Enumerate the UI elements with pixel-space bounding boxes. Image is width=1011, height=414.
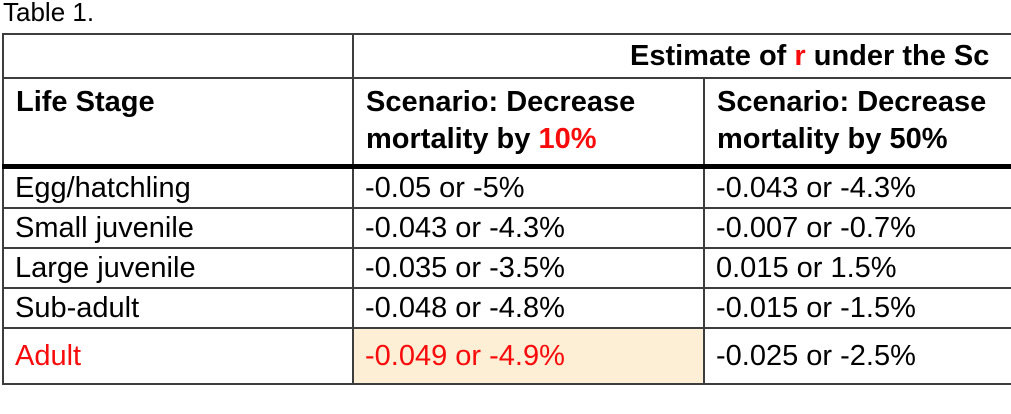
column-header-scenario-10: Scenario: Decrease mortality by 10% xyxy=(352,77,705,169)
life-stage-cell: Large juvenile xyxy=(2,247,354,289)
scenario-50-line2-prefix: mortality by xyxy=(717,123,890,155)
column-header-row: Life Stage Scenario: Decrease mortality … xyxy=(2,77,1011,169)
empty-header-cell xyxy=(2,33,354,79)
spanning-header-cell: Estimate of r under the Sc xyxy=(352,33,1011,79)
scenario-50-line1: Scenario: Decrease xyxy=(717,86,987,118)
spanning-header-text: Estimate of r under the Sc xyxy=(630,40,989,72)
spanning-header-row: Estimate of r under the Sc xyxy=(2,33,1011,79)
life-stage-cell: Sub-adult xyxy=(2,287,354,329)
life-stage-results-table: Estimate of r under the Sc Life Stage Sc… xyxy=(2,33,1011,385)
scenario-10-line1: Scenario: Decrease xyxy=(366,86,636,118)
table-caption: Table 1. xyxy=(3,0,95,27)
table-row-egg-hatchling: Egg/hatchling -0.05 or -5% -0.043 or -4.… xyxy=(2,165,1011,209)
scenario-50-cell: -0.015 or -1.5% xyxy=(703,287,1011,329)
scenario-50-cell: -0.007 or -0.7% xyxy=(703,207,1011,249)
table-row-small-juvenile: Small juvenile -0.043 or -4.3% -0.007 or… xyxy=(2,207,1011,249)
scenario-10-cell: -0.043 or -4.3% xyxy=(352,207,705,249)
scenario-10-line2: mortality by 10% xyxy=(366,121,699,158)
spanning-header-prefix: Estimate of xyxy=(630,39,795,72)
table-row-sub-adult: Sub-adult -0.048 or -4.8% -0.015 or -1.5… xyxy=(2,287,1011,329)
table-row-large-juvenile: Large juvenile -0.035 or -3.5% 0.015 or … xyxy=(2,247,1011,289)
scenario-10-line2-prefix: mortality by xyxy=(366,123,539,155)
scenario-50-cell: 0.015 or 1.5% xyxy=(703,247,1011,289)
scenario-50-line2: mortality by 50% xyxy=(717,121,1011,158)
life-stage-cell: Egg/hatchling xyxy=(2,165,354,209)
life-stage-cell: Small juvenile xyxy=(2,207,354,249)
scenario-10-cell: -0.035 or -3.5% xyxy=(352,247,705,289)
table-row-adult: Adult -0.049 or -4.9% -0.025 or -2.5% xyxy=(2,327,1011,385)
scenario-10-cell: -0.05 or -5% xyxy=(352,165,705,209)
scenario-50-value: 50% xyxy=(889,123,948,155)
r-symbol: r xyxy=(794,39,806,72)
life-stage-cell: Adult xyxy=(2,327,354,385)
column-header-scenario-50: Scenario: Decrease mortality by 50% xyxy=(703,77,1011,169)
spanning-header-suffix: under the Sc xyxy=(805,39,990,72)
scenario-50-cell: -0.025 or -2.5% xyxy=(703,327,1011,385)
scenario-50-cell: -0.043 or -4.3% xyxy=(703,165,1011,209)
column-header-life-stage: Life Stage xyxy=(2,77,354,169)
scenario-10-cell-highlighted: -0.049 or -4.9% xyxy=(352,327,705,385)
scenario-10-cell: -0.048 or -4.8% xyxy=(352,287,705,329)
scenario-10-value: 10% xyxy=(538,123,597,155)
